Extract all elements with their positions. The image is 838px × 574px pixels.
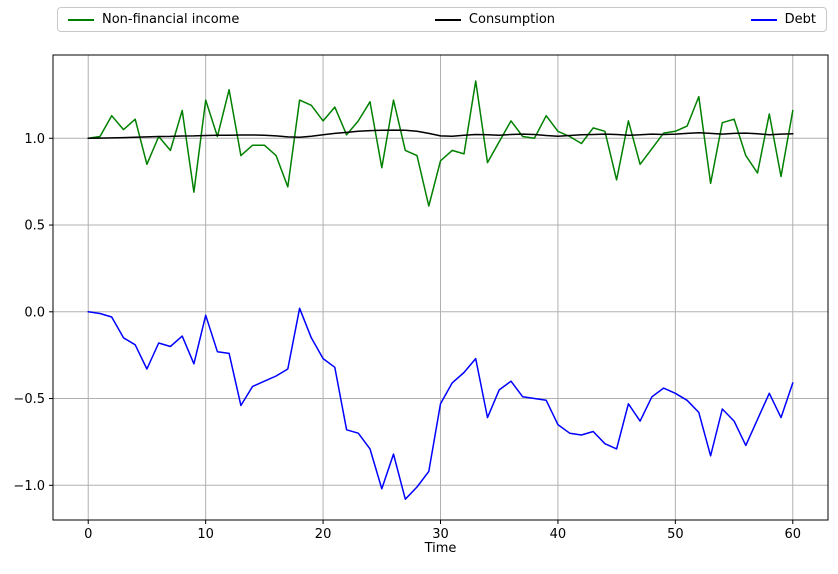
y-tick-label: −0.5 [13,392,45,407]
y-tick-label: 1.0 [24,132,45,147]
x-tick-label: 50 [667,527,684,542]
legend-line-swatch-blue [750,18,777,21]
legend-item-non-financial-income: Non-financial income [68,12,239,27]
legend-label-consumption: Consumption [468,12,556,27]
x-tick-label: 30 [432,527,449,542]
legend-label-non-financial-income: Non-financial income [102,12,240,27]
x-axis-label: Time [424,541,457,556]
x-tick-label: 40 [550,527,567,542]
x-tick-label: 0 [84,527,92,542]
legend: Non-financial income Consumption Debt [57,7,827,32]
y-tick-label: 0.0 [24,305,45,320]
legend-item-consumption: Consumption [434,12,556,27]
legend-line-swatch-green [68,18,94,21]
legend-label-debt: Debt [784,12,816,27]
series-line-non-financial-income [87,80,794,207]
y-tick-label: 0.5 [24,219,45,234]
x-tick-label: 10 [197,527,214,542]
x-tick-label: 60 [784,527,801,542]
x-tick-label: 20 [315,527,332,542]
series-line-debt [87,307,794,500]
legend-line-swatch-black [434,18,461,21]
y-tick-label: −1.0 [13,479,45,494]
series-line-consumption [87,129,794,140]
legend-item-debt: Debt [750,12,816,27]
